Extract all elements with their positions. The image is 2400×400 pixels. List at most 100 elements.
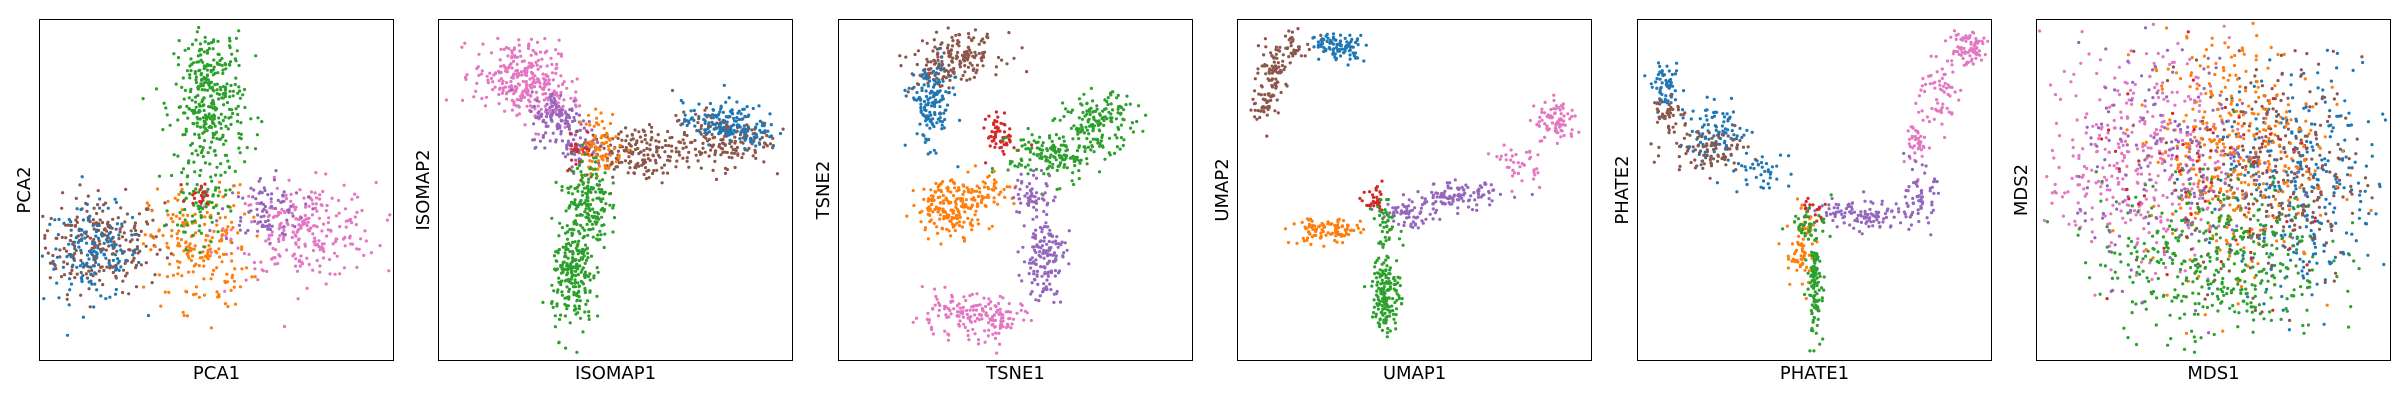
data-point <box>218 85 222 89</box>
data-point <box>40 254 44 258</box>
data-point <box>220 260 224 264</box>
data-point <box>232 279 236 283</box>
data-point <box>200 78 204 82</box>
data-point <box>560 185 564 189</box>
data-point <box>725 150 729 155</box>
data-point <box>1528 149 1532 153</box>
data-point <box>552 289 556 293</box>
data-point <box>1062 165 1066 169</box>
data-point <box>595 196 599 200</box>
data-point <box>566 152 570 156</box>
data-point <box>913 52 917 57</box>
data-point <box>106 235 110 239</box>
data-point <box>727 155 731 159</box>
data-point <box>1032 152 1036 156</box>
data-point <box>204 205 208 209</box>
data-point <box>214 153 218 157</box>
data-point <box>102 253 106 257</box>
data-point <box>1346 63 1350 67</box>
data-point <box>87 269 91 273</box>
data-point <box>1260 85 1264 89</box>
data-point <box>977 42 981 46</box>
data-point <box>1277 65 1281 69</box>
data-point <box>1070 156 1074 160</box>
data-point <box>178 260 182 264</box>
data-point <box>983 117 987 121</box>
data-point <box>559 283 563 287</box>
data-point <box>1557 118 1561 122</box>
data-point <box>994 73 998 77</box>
data-point <box>1042 172 1046 176</box>
data-point <box>602 223 606 227</box>
data-point <box>1569 132 1573 136</box>
data-point <box>1033 233 1037 237</box>
data-point <box>311 202 315 206</box>
data-point <box>290 211 294 215</box>
data-point <box>970 63 974 67</box>
data-point <box>547 82 552 86</box>
data-point <box>586 299 590 303</box>
data-point <box>1502 143 1506 147</box>
data-point <box>106 240 110 244</box>
data-point <box>778 131 783 136</box>
data-point <box>1049 253 1053 257</box>
data-point <box>1467 198 1471 202</box>
data-point <box>933 111 937 115</box>
data-point <box>1443 189 1447 193</box>
data-point <box>188 242 192 246</box>
data-point <box>570 240 575 244</box>
data-point <box>155 187 160 191</box>
data-point <box>198 104 202 108</box>
data-point <box>590 222 594 226</box>
data-point <box>239 216 243 220</box>
data-point <box>928 91 932 95</box>
data-point <box>555 290 559 294</box>
data-point <box>157 228 161 232</box>
data-point <box>88 236 92 240</box>
data-point <box>1044 182 1048 186</box>
data-point <box>584 207 588 211</box>
data-point <box>294 217 298 221</box>
data-point <box>535 63 539 67</box>
data-point <box>943 329 947 333</box>
data-point <box>566 139 570 143</box>
data-point <box>1326 231 1330 235</box>
data-point <box>265 269 269 273</box>
data-point <box>1050 166 1055 170</box>
data-point <box>229 209 233 213</box>
data-point <box>114 287 118 292</box>
data-point <box>215 251 219 255</box>
data-point <box>1069 126 1073 130</box>
data-point <box>1421 221 1425 225</box>
data-point <box>198 251 202 255</box>
data-point <box>147 203 151 208</box>
data-point <box>674 146 678 150</box>
data-point <box>529 94 533 98</box>
data-point <box>265 210 269 214</box>
data-point <box>1003 123 1007 127</box>
data-point <box>1420 196 1424 200</box>
data-point <box>539 65 543 69</box>
data-point <box>599 144 603 148</box>
data-point <box>215 92 219 96</box>
data-point <box>1122 138 1126 142</box>
data-point <box>925 117 929 122</box>
data-point <box>943 69 947 73</box>
data-point <box>305 256 309 260</box>
data-point <box>238 136 242 140</box>
data-point <box>577 295 581 299</box>
data-point <box>974 303 978 308</box>
data-point <box>1031 194 1035 198</box>
data-point <box>1069 110 1073 115</box>
data-point <box>1116 93 1120 97</box>
data-point <box>721 137 725 141</box>
data-point <box>1084 125 1088 129</box>
data-point <box>743 138 747 142</box>
data-point <box>731 132 735 136</box>
data-point <box>534 116 538 120</box>
data-point <box>1430 190 1434 194</box>
data-point <box>338 225 342 229</box>
data-point <box>1038 240 1042 244</box>
data-point <box>585 150 589 154</box>
data-point <box>1274 82 1278 86</box>
